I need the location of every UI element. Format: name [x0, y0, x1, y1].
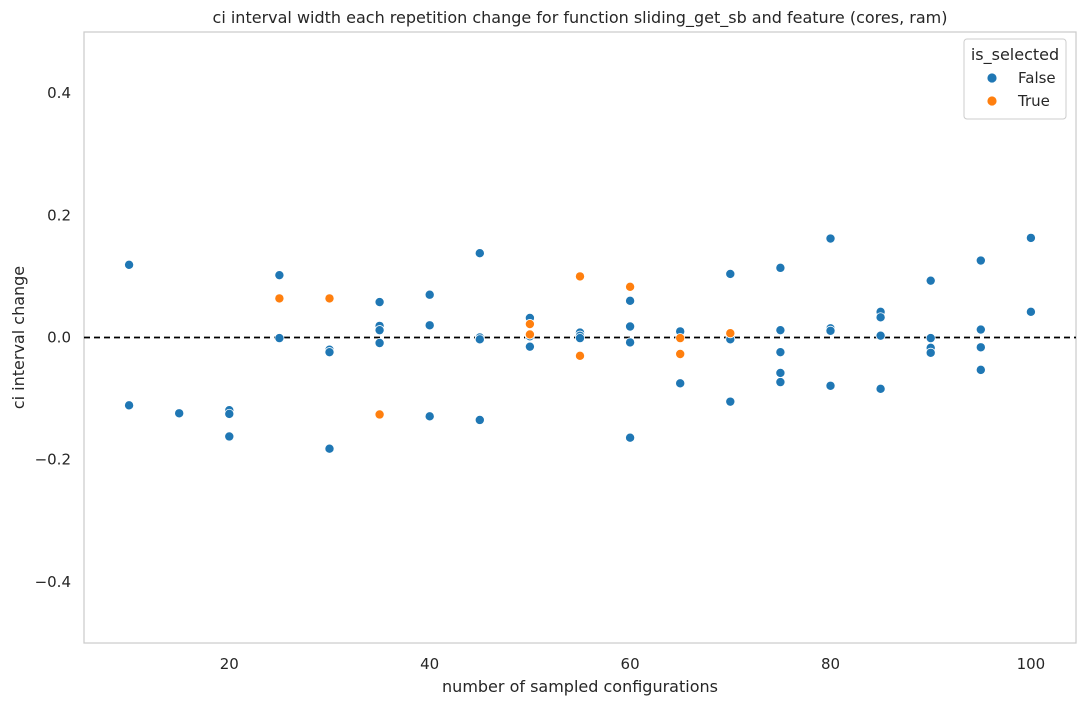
data-point-true: [524, 319, 535, 330]
data-point-false: [625, 321, 636, 332]
scatter-points: [124, 232, 1036, 454]
data-point-false: [1025, 306, 1036, 317]
data-point-false: [975, 324, 986, 335]
legend-marker-true: [986, 95, 998, 107]
data-point-true: [374, 409, 385, 420]
data-point-false: [975, 342, 986, 353]
data-point-false: [324, 443, 335, 454]
data-point-false: [374, 325, 385, 336]
data-point-true: [675, 333, 686, 344]
data-point-false: [875, 330, 886, 341]
y-tick-label: 0.2: [47, 206, 71, 224]
data-point-true: [524, 329, 535, 340]
data-point-false: [575, 333, 586, 344]
legend: is_selected False True: [963, 38, 1067, 120]
data-point-false: [775, 347, 786, 358]
data-point-false: [875, 312, 886, 323]
data-point-false: [875, 383, 886, 394]
data-point-false: [825, 325, 836, 336]
legend-title: is_selected: [971, 45, 1059, 65]
data-point-false: [825, 380, 836, 391]
data-point-false: [474, 334, 485, 345]
legend-marker-false: [986, 72, 998, 84]
y-tick-label: 0.0: [47, 329, 71, 347]
data-point-false: [625, 432, 636, 443]
data-point-false: [474, 248, 485, 259]
y-tick-label: 0.4: [47, 84, 71, 102]
data-point-false: [274, 270, 285, 281]
data-point-false: [524, 341, 535, 352]
data-point-false: [374, 337, 385, 348]
data-point-false: [474, 414, 485, 425]
data-point-false: [625, 295, 636, 306]
data-point-false: [274, 333, 285, 344]
data-point-false: [775, 325, 786, 336]
x-tick-label: 20: [220, 655, 239, 673]
data-point-false: [374, 297, 385, 308]
chart-title: ci interval width each repetition change…: [213, 8, 948, 28]
data-point-false: [725, 396, 736, 407]
data-point-false: [424, 411, 435, 422]
data-point-false: [775, 377, 786, 388]
data-point-false: [1025, 232, 1036, 243]
data-point-false: [925, 347, 936, 358]
data-point-true: [575, 271, 586, 282]
data-point-false: [625, 337, 636, 348]
data-point-false: [124, 400, 135, 411]
data-point-false: [775, 262, 786, 273]
data-point-false: [124, 259, 135, 270]
legend-label-true: True: [1017, 92, 1050, 110]
x-axis-label: number of sampled configurations: [442, 677, 718, 696]
y-tick-label: −0.2: [35, 451, 71, 469]
legend-label-false: False: [1018, 69, 1056, 87]
data-point-true: [324, 293, 335, 304]
x-tick-label: 100: [1017, 655, 1046, 673]
data-point-false: [975, 364, 986, 375]
y-tick-label: −0.4: [35, 573, 71, 591]
data-point-false: [825, 233, 836, 244]
x-tick-label: 60: [621, 655, 640, 673]
data-point-false: [224, 408, 235, 419]
y-axis-label: ci interval change: [9, 266, 28, 409]
data-point-true: [575, 350, 586, 361]
data-point-false: [324, 347, 335, 358]
data-point-true: [675, 348, 686, 359]
data-point-true: [274, 293, 285, 304]
data-point-false: [174, 408, 185, 419]
data-point-true: [625, 281, 636, 292]
x-tick-label: 40: [420, 655, 439, 673]
data-point-false: [925, 275, 936, 286]
data-point-false: [675, 378, 686, 389]
y-axis-ticks: −0.4 −0.2 0.0 0.2 0.4: [35, 84, 71, 591]
data-point-false: [975, 255, 986, 266]
data-point-false: [224, 431, 235, 442]
data-point-false: [424, 289, 435, 300]
data-point-true: [725, 328, 736, 339]
x-axis-ticks: 20 40 60 80 100: [220, 655, 1045, 673]
data-point-false: [725, 268, 736, 279]
data-point-false: [925, 333, 936, 344]
data-point-false: [775, 367, 786, 378]
data-point-false: [424, 320, 435, 331]
x-tick-label: 80: [821, 655, 840, 673]
